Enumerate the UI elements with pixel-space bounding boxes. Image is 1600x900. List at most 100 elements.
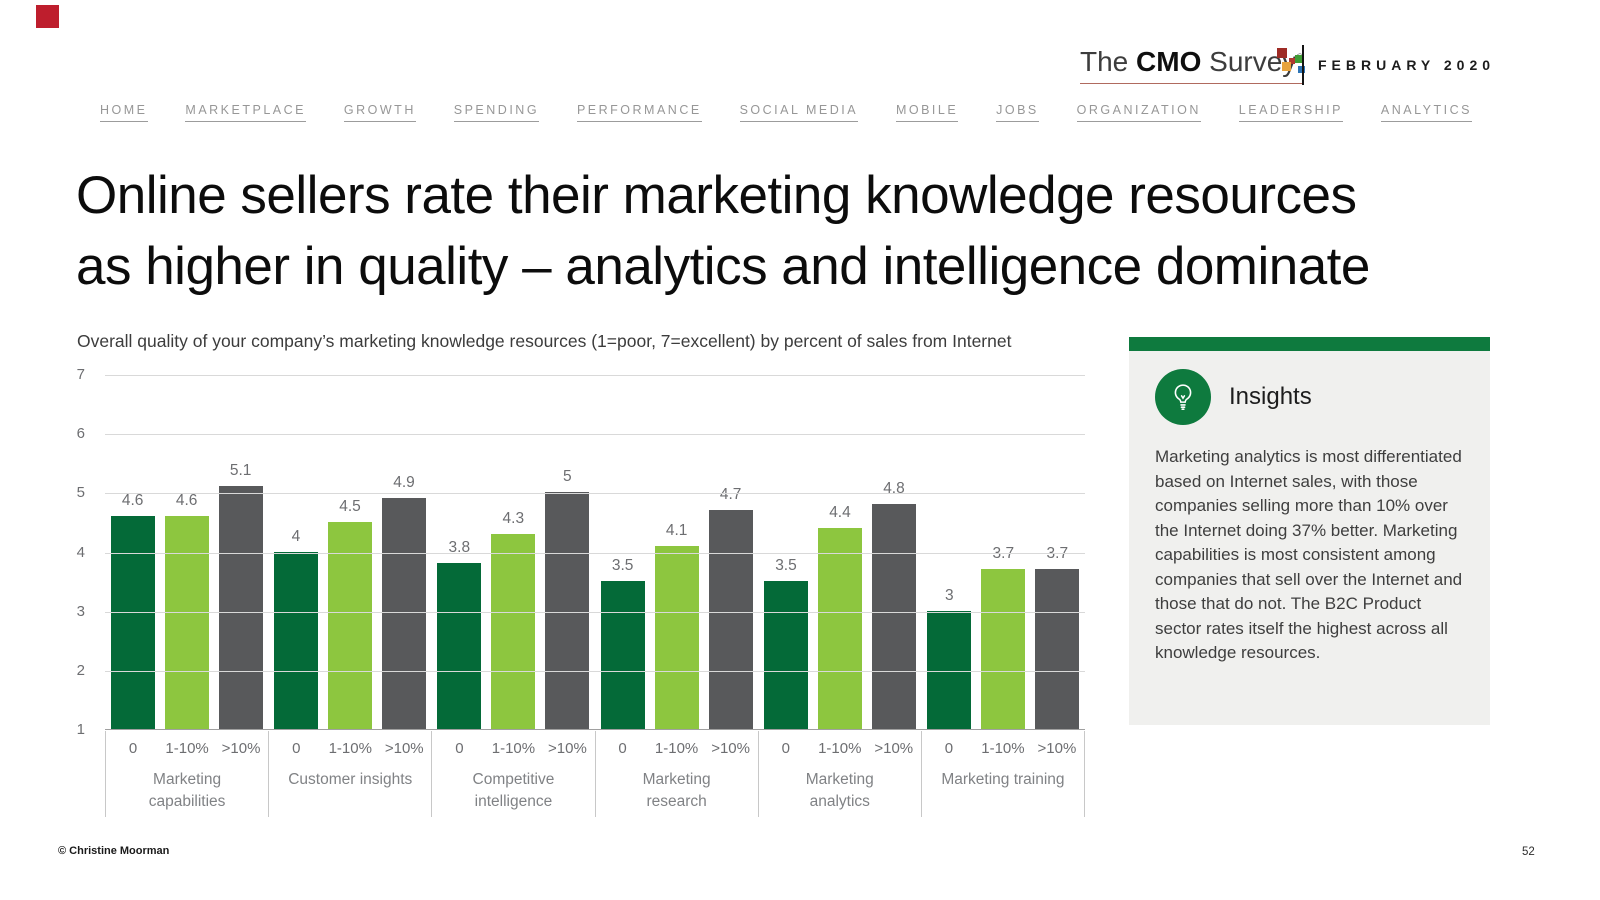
bar-value-label: 3	[944, 586, 954, 604]
bar-value-label: 3.5	[611, 557, 634, 575]
x-axis-tick-label: 1-10%	[981, 740, 1025, 757]
nav-link-analytics[interactable]: ANALYTICS	[1380, 103, 1472, 122]
bar-column: 3	[927, 586, 972, 729]
nav-link-home[interactable]: HOME	[100, 103, 148, 122]
category-label: Marketing analytics	[805, 771, 874, 810]
bar-value-label: 4.4	[829, 503, 851, 521]
x-axis-tick-label: 0	[455, 740, 464, 757]
x-axis-tick-label: 1-10%	[165, 740, 209, 757]
bar-value-label: 3.7	[992, 545, 1015, 563]
bar	[437, 563, 482, 729]
x-axis-tick-label: >10%	[874, 740, 914, 757]
insights-accent-bar	[1129, 337, 1490, 351]
nav-link-performance[interactable]: PERFORMANCE	[576, 103, 702, 122]
cmo-survey-logo: The CMO Survey®	[1080, 46, 1305, 84]
page-number: 52	[1522, 846, 1535, 858]
bar	[164, 516, 209, 729]
bar-column: 5.1	[218, 462, 263, 729]
x-axis-tick-label: 0	[781, 740, 790, 757]
gridline-y2	[105, 670, 1085, 672]
bar-column: 4.6	[110, 492, 155, 729]
bar-column: 3.5	[763, 557, 808, 729]
bar	[1035, 569, 1080, 729]
bar-column: 5	[545, 468, 590, 729]
nav-link-growth[interactable]: GROWTH	[343, 103, 416, 122]
nav-link-social-media[interactable]: SOCIAL MEDIA	[739, 103, 859, 122]
category-label: Marketing training	[941, 771, 1065, 788]
bar	[600, 581, 645, 729]
header-divider	[1302, 45, 1304, 85]
bar-value-label: 4.1	[665, 521, 688, 539]
x-axis-tick-label: 0	[944, 740, 954, 757]
nav-link-mobile[interactable]: MOBILE	[895, 103, 959, 122]
bar-value-label: 3.8	[448, 539, 471, 557]
nav-link-marketplace[interactable]: MARKETPLACE	[185, 103, 306, 122]
x-axis-tick-label: >10%	[221, 740, 261, 757]
bar	[871, 504, 916, 729]
x-axis-tick-label: >10%	[548, 740, 587, 757]
bar-value-label: 3.7	[1046, 545, 1069, 563]
bar	[327, 521, 372, 729]
category-label: Marketing capabilities	[148, 771, 226, 810]
page-title-line1: Online sellers rate their marketing know…	[76, 166, 1357, 225]
bar-column: 4.9	[381, 474, 426, 729]
bar	[273, 551, 318, 729]
nav-link-spending[interactable]: SPENDING	[453, 103, 540, 122]
logo-square-icon	[1298, 66, 1305, 73]
bar	[817, 527, 862, 729]
bar-group-1: 4.6 4.6 5.1	[105, 375, 268, 729]
bar	[927, 610, 972, 729]
bar-value-label: 4.7	[719, 486, 742, 504]
y-axis-tick-label: 6	[76, 425, 85, 443]
insights-heading: Insights	[1229, 383, 1312, 410]
x-axis-tick-label: 1-10%	[654, 740, 699, 757]
bar	[218, 486, 263, 729]
bar-column: 3.8	[437, 539, 482, 729]
bar-column: 4.7	[708, 486, 753, 729]
y-axis-tick-label: 5	[76, 484, 85, 502]
copyright: © Christine Moorman	[58, 845, 170, 857]
bar-group-4: 3.5 4.1 4.7	[595, 375, 758, 729]
axis-group: 0 1-10% >10% Competitive intelligence	[432, 731, 596, 817]
bar-column: 3.7	[1035, 545, 1080, 729]
edition-label: FEBRUARY 2020	[1318, 57, 1496, 73]
bar-value-label: 4.6	[175, 492, 198, 509]
y-axis-tick-label: 1	[76, 721, 85, 738]
cmo-survey-logo-text: The CMO Survey®	[1080, 46, 1304, 77]
slide-brand-mark	[36, 5, 59, 28]
nav-link-jobs[interactable]: JOBS	[996, 103, 1039, 122]
x-axis-tick-label: 0	[292, 740, 301, 757]
axis-group: 0 1-10% >10% Marketing research	[596, 731, 759, 817]
bar	[708, 510, 753, 729]
bar	[491, 533, 536, 729]
gridline-y5	[105, 493, 1085, 495]
bar-value-label: 4	[291, 527, 301, 545]
bar-column: 4.8	[871, 480, 916, 729]
gridline-y4	[105, 552, 1085, 554]
bar-group-5: 3.5 4.4 4.8	[758, 375, 921, 729]
x-axis-label-area: 0 1-10% >10% Marketing capabilities 0 1-10% >1…	[105, 731, 1086, 817]
bar-value-label: 4.6	[121, 492, 144, 509]
insights-panel: Insights Marketing analytics is most dif…	[1129, 337, 1490, 725]
logo-square-icon	[1289, 58, 1295, 64]
bar-column: 4	[273, 527, 318, 729]
bar-column: 4.3	[491, 510, 536, 729]
bar-column: 4.1	[654, 521, 699, 729]
category-label: Competitive intelligence	[472, 771, 555, 810]
x-axis-tick-label: 0	[128, 740, 138, 757]
bar-chart-plot-area: 4.6 4.6 5.1 4 4.5 4.9 3.8 4.3 5 3.5 4.1 4.7 3.5 4.4 4.…	[105, 375, 1085, 730]
bar-value-label: 3.5	[775, 557, 797, 575]
lightbulb-icon	[1155, 369, 1211, 425]
gridline-y7	[105, 375, 1085, 376]
nav-link-organization[interactable]: ORGANIZATION	[1076, 103, 1201, 122]
x-axis-tick-label: 1-10%	[818, 740, 862, 757]
bar-column: 4.6	[164, 492, 209, 729]
category-label: Marketing research	[642, 771, 711, 810]
y-axis-tick-label: 4	[76, 543, 85, 561]
bar-column: 4.4	[817, 503, 862, 729]
top-navigation: HOME MARKETPLACE GROWTH SPENDING PERFORMANCE…	[100, 103, 1472, 122]
nav-link-leadership[interactable]: LEADERSHIP	[1238, 103, 1343, 122]
bar-value-label: 4.9	[393, 474, 415, 492]
gridline-y6	[105, 434, 1085, 436]
insights-text: Marketing analytics is most differentiat…	[1155, 447, 1463, 662]
